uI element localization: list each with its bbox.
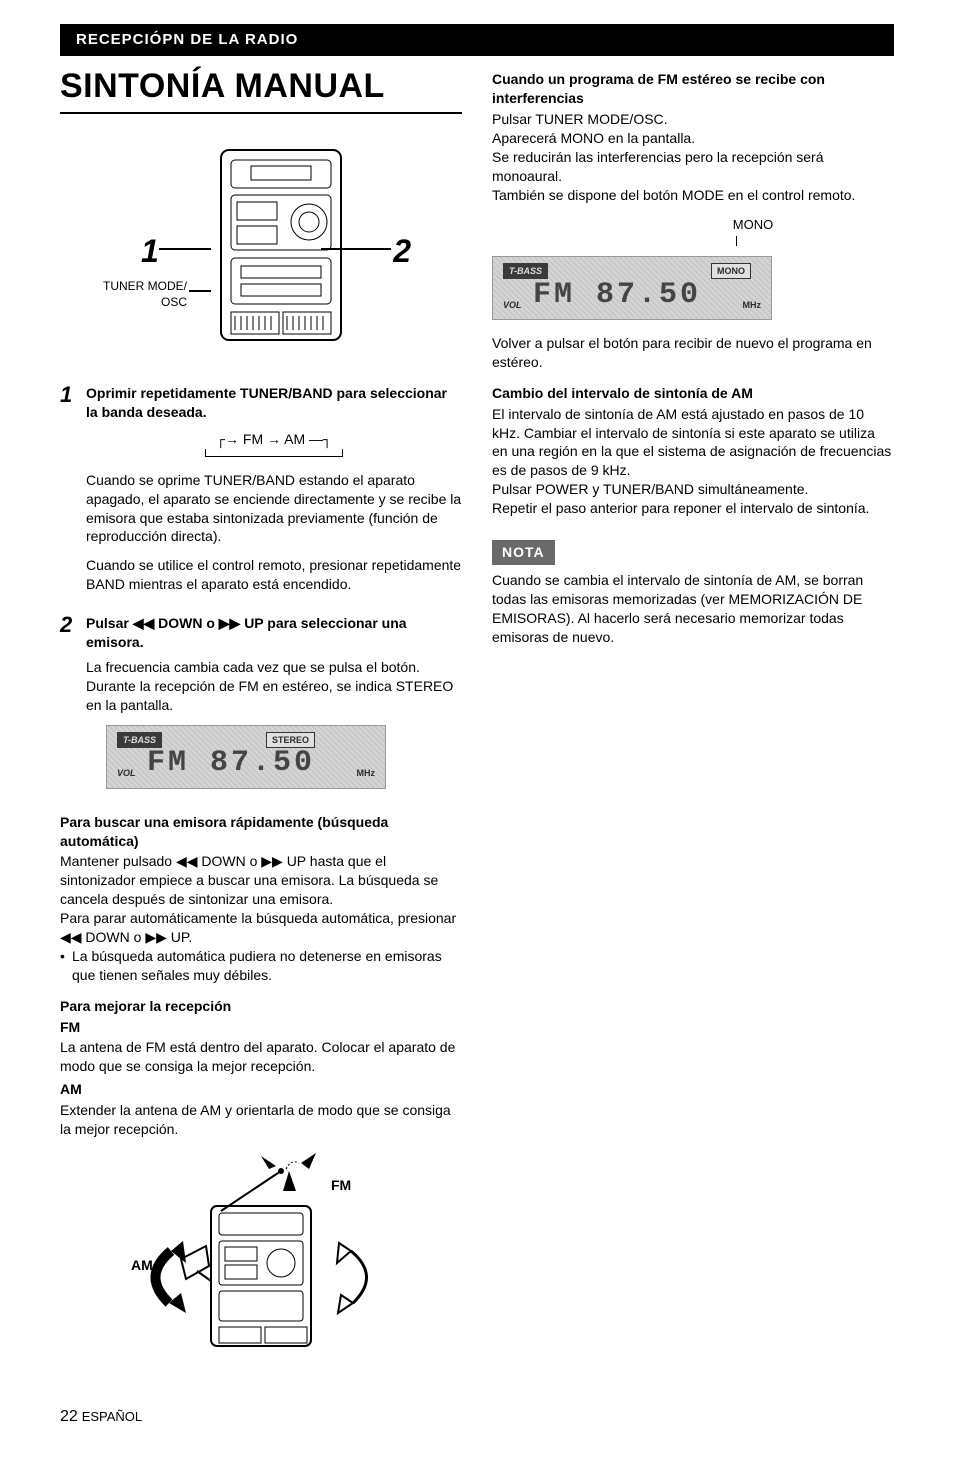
pointer-line-icon (159, 248, 211, 250)
improve-reception-section: Para mejorar la recepción FM La antena d… (60, 997, 462, 1139)
lcd-vol-label: VOL (117, 767, 136, 779)
auto-search-bullet-text: La búsqueda automática pudiera no detene… (72, 947, 462, 985)
fm-am-loop-diagram: ┌→ FM → AM —┐ (86, 430, 462, 457)
step-number: 1 (60, 384, 86, 604)
page-number: 22 (60, 1408, 78, 1425)
auto-search-heading: Para buscar una emisora rápidamente (bús… (60, 813, 462, 851)
step-1-paragraph-2: Cuando se utilice el control remoto, pre… (86, 556, 462, 594)
loop-text: → FM → AM — (225, 431, 323, 447)
nota-badge: NOTA (492, 540, 555, 565)
improve-fm-label: FM (60, 1018, 462, 1037)
page-title: SINTONÍA MANUAL (60, 64, 462, 114)
page-language: ESPAÑOL (82, 1409, 142, 1424)
interference-p2: Aparecerá MONO en la pantalla. (492, 129, 894, 148)
mono-after-text: Volver a pulsar el botón para recibir de… (492, 334, 894, 372)
auto-search-p1: Mantener pulsado ◀◀ DOWN o ▶▶ UP hasta q… (60, 852, 462, 909)
right-column: Cuando un programa de FM estéreo se reci… (492, 64, 894, 1366)
tuner-mode-label: TUNER MODE/ OSC (77, 278, 187, 310)
lcd-display-mono: T-BASS MONO VOL FM 87.50 MHz (492, 256, 772, 320)
interference-p1: Pulsar TUNER MODE/OSC. (492, 110, 894, 129)
lcd-mhz-label: MHz (743, 299, 762, 311)
interference-heading: Cuando un programa de FM estéreo se reci… (492, 70, 894, 108)
step-2-heading: Pulsar ◀◀ DOWN o ▶▶ UP para seleccionar … (86, 614, 462, 652)
mono-callout-label: MONO (492, 216, 894, 234)
pointer-line-icon (189, 290, 211, 292)
section-header-band: RECEPCIÓPN DE LA RADIO (60, 24, 894, 56)
am-interval-heading: Cambio del intervalo de sintonía de AM (492, 384, 894, 403)
am-interval-p1: El intervalo de sintonía de AM está ajus… (492, 405, 894, 481)
step-2: 2 Pulsar ◀◀ DOWN o ▶▶ UP para selecciona… (60, 614, 462, 802)
page-footer: 22 ESPAÑOL (60, 1406, 894, 1428)
interference-section: Cuando un programa de FM estéreo se reci… (492, 70, 894, 204)
lcd-mono-badge: MONO (711, 263, 751, 279)
step-1-paragraph-1: Cuando se oprime TUNER/BAND estando el a… (86, 471, 462, 547)
auto-search-section: Para buscar una emisora rápidamente (bús… (60, 813, 462, 985)
am-interval-p2: Pulsar POWER y TUNER/BAND simultáneament… (492, 480, 894, 499)
antenna-fm-label: FM (331, 1176, 351, 1195)
mono-pointer-line-icon (736, 236, 737, 246)
step-1-heading: Oprimir repetidamente TUNER/BAND para se… (86, 384, 462, 422)
loop-corner-icon: ┐ (323, 433, 331, 449)
step-2-paragraph-1: La frecuencia cambia cada vez que se pul… (86, 658, 462, 715)
antenna-diagram: FM AM (60, 1151, 462, 1366)
lcd-mhz-label: MHz (357, 767, 376, 779)
device-diagram: 1 2 TUNER MODE/ OSC (60, 130, 462, 360)
lcd-display-stereo: T-BASS STEREO VOL FM 87.50 MHz (106, 725, 386, 789)
antenna-am-label: AM (131, 1256, 153, 1275)
improve-am-label: AM (60, 1080, 462, 1099)
auto-search-p2: Para parar automáticamente la búsqueda a… (60, 909, 462, 947)
lcd-vol-label: VOL (503, 299, 522, 311)
step-number: 2 (60, 614, 86, 802)
step-1: 1 Oprimir repetidamente TUNER/BAND para … (60, 384, 462, 604)
am-interval-p3: Repetir el paso anterior para reponer el… (492, 499, 894, 518)
callout-number-2: 2 (393, 230, 411, 273)
bullet-icon: • (60, 947, 72, 985)
am-interval-section: Cambio del intervalo de sintonía de AM E… (492, 384, 894, 518)
two-column-layout: SINTONÍA MANUAL 1 2 TUNER MODE/ OSC (60, 64, 894, 1366)
auto-search-bullet: • La búsqueda automática pudiera no dete… (60, 947, 462, 985)
improve-heading: Para mejorar la recepción (60, 997, 462, 1016)
left-column: SINTONÍA MANUAL 1 2 TUNER MODE/ OSC (60, 64, 462, 1366)
stereo-system-icon (211, 140, 351, 350)
interference-p4: También se dispone del botón MODE en el … (492, 186, 894, 205)
loop-corner-icon: ┌ (217, 433, 225, 449)
improve-fm-text: La antena de FM está dentro del aparato.… (60, 1038, 462, 1076)
nota-text: Cuando se cambia el intervalo de sintoní… (492, 571, 894, 647)
lcd-frequency-readout: FM 87.50 (147, 743, 315, 784)
improve-am-text: Extender la antena de AM y orientarla de… (60, 1101, 462, 1139)
interference-p3: Se reducirán las interferencias pero la … (492, 148, 894, 186)
callout-number-1: 1 (141, 230, 159, 273)
lcd-frequency-readout: FM 87.50 (533, 275, 701, 316)
